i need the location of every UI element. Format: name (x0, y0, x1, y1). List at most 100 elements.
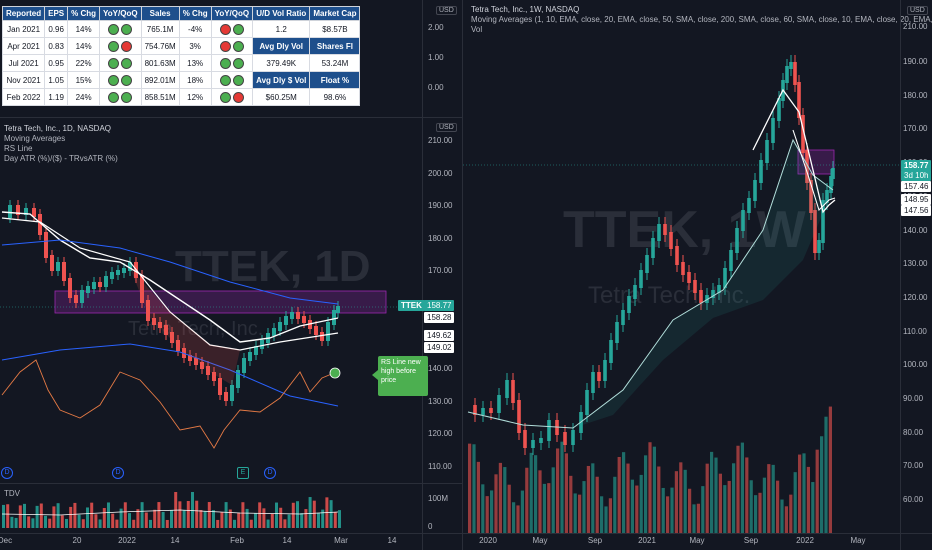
candle (729, 250, 733, 271)
dividend-event-icon[interactable]: D (112, 467, 124, 479)
candle (122, 268, 126, 273)
axis-tick: 190.00 (428, 201, 453, 211)
candle (609, 340, 613, 363)
red-status-dot (219, 40, 231, 52)
right-price-axis[interactable] (900, 0, 932, 550)
bar-countdown: 3d 10h (901, 170, 932, 181)
time-tick: May (532, 536, 548, 545)
time-tick: 14 (170, 536, 180, 545)
earnings-event-icon[interactable]: E (237, 467, 249, 479)
candle (128, 262, 132, 271)
legend-rs-line[interactable]: RS Line (4, 144, 33, 153)
candle (50, 255, 54, 271)
time-tick: 14 (282, 536, 292, 545)
volume-bar (73, 502, 77, 528)
volume-bar (312, 500, 316, 528)
axis-tick: 210.00 (428, 136, 453, 145)
right-chart-pane[interactable]: Tetra Tech, Inc., 1W, NASDAQ Moving Aver… (463, 0, 932, 550)
volume-bar (216, 519, 220, 528)
green-status-dot (121, 91, 133, 103)
legend-moving-averages[interactable]: Moving Averages (4, 134, 66, 143)
left-last-price: 158.77 (424, 300, 455, 311)
candle (218, 378, 222, 395)
volume-bar (304, 509, 308, 528)
volume-bar (639, 474, 643, 533)
legend-day-atr[interactable]: Day ATR (%)/($) - TRvsATR (%) (4, 154, 118, 163)
left-top-currency: USD (436, 6, 457, 15)
volume-bar (128, 513, 131, 528)
green-status-dot (121, 23, 133, 35)
volume-bar (591, 463, 595, 533)
candle (669, 232, 673, 249)
volume-bar (784, 506, 788, 533)
axis-tick: 190.00 (903, 57, 928, 66)
right-legend-vol[interactable]: Vol (471, 25, 483, 34)
volume-bar (300, 513, 304, 528)
candle (657, 224, 661, 241)
volume-bar (802, 453, 806, 533)
volume-bar (291, 502, 295, 528)
side-h1: Avg Dly $ Vol (252, 71, 311, 89)
axis-tick: 120.00 (903, 292, 928, 302)
volume-bar (582, 481, 586, 533)
volume-bar (48, 518, 52, 528)
right-legend-ma[interactable]: Moving Averages (1, 10, EMA, close, 20, … (471, 15, 932, 24)
right-currency: USD (907, 6, 928, 15)
time-tick: 2022 (796, 536, 814, 545)
dividend-event-icon[interactable]: D (1, 467, 13, 479)
candle (789, 62, 793, 69)
sales-yoy-cell (210, 37, 254, 55)
candle (571, 430, 575, 445)
volume-bar (806, 466, 810, 533)
green-status-dot (232, 57, 244, 69)
col-sales-yoy: YoY/QoQ (210, 6, 254, 21)
candle (212, 372, 216, 381)
candle (74, 295, 78, 303)
candle (473, 405, 477, 415)
volume-bar (195, 500, 199, 528)
side-v2: 98.6% (309, 88, 361, 106)
eps-cell: 1.19 (44, 88, 69, 106)
candle (663, 224, 667, 235)
left-price-axis[interactable] (422, 0, 463, 550)
ma-line-white-2 (1, 217, 339, 351)
pane-divider[interactable] (462, 0, 463, 550)
right-price-chart[interactable] (463, 0, 932, 550)
candle (80, 290, 84, 303)
left-watermark-symbol: TTEK, 1D (175, 242, 371, 291)
volume-bar (507, 484, 511, 533)
left-price-chart[interactable] (0, 0, 462, 550)
left-chart-pane[interactable]: Reported EPS % Chg YoY/QoQ Sales % Chg Y… (0, 0, 462, 550)
time-tick: 20 (72, 536, 82, 545)
green-status-dot (219, 57, 231, 69)
dividend-event-icon[interactable]: D (264, 467, 276, 479)
candle (86, 286, 90, 293)
candle (8, 205, 12, 218)
volume-bar (170, 510, 173, 528)
volume-bar (600, 496, 604, 533)
time-tick: Sep (743, 536, 759, 545)
volume-bar (494, 474, 498, 533)
volume-bar (771, 464, 775, 533)
right-ma-label-3: 147.56 (901, 205, 932, 216)
candle (68, 278, 72, 298)
candle (705, 295, 709, 303)
volume-bar (178, 501, 182, 528)
volume-bar (23, 503, 26, 528)
volume-bar (94, 514, 98, 528)
volume-bar (661, 487, 665, 533)
volume-bar (182, 509, 186, 528)
volume-bar (595, 476, 599, 533)
ma-cloud (573, 140, 833, 428)
volume-bar (249, 519, 253, 528)
volume-bar (718, 473, 722, 533)
volume-bar (828, 406, 832, 533)
volume-bar (270, 513, 274, 528)
resistance-zone (54, 290, 387, 314)
volume-bar (140, 502, 144, 528)
earnings-body: Jan 2021 0.96 14% 765.1M -4% 1.2 $8.57B Apr 2… (1, 20, 361, 106)
earnings-row: Nov 2021 1.05 15% 892.01M 18% Avg Dly $ Vol… (1, 71, 361, 89)
volume-bar (745, 457, 749, 533)
candle (793, 62, 797, 85)
volume-bar (65, 518, 68, 528)
